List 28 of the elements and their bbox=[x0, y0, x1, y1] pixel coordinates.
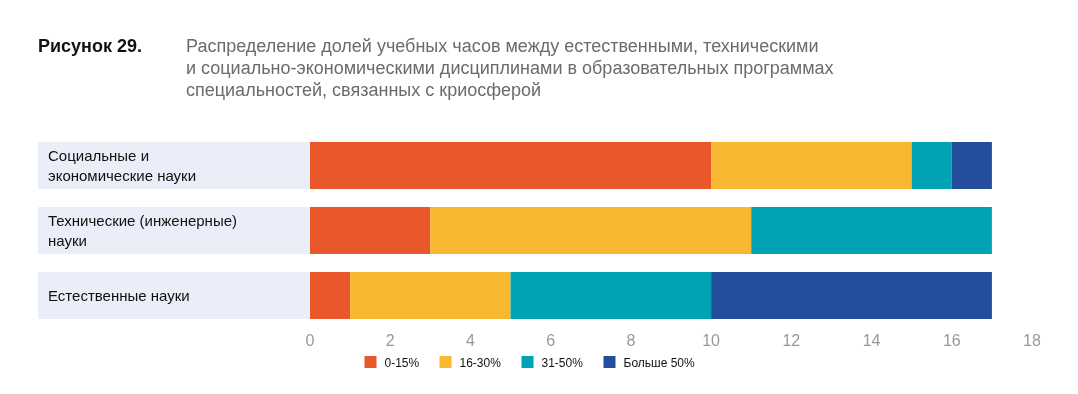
x-tick-label: 0 bbox=[305, 332, 315, 349]
x-tick-label: 2 bbox=[385, 332, 395, 349]
x-tick-label: 18 bbox=[1023, 332, 1041, 349]
bar bbox=[310, 272, 351, 319]
legend-label: 16-30% bbox=[459, 356, 502, 370]
legend-label: 0-15% bbox=[384, 356, 420, 370]
bar bbox=[350, 272, 511, 319]
bar bbox=[430, 207, 752, 254]
x-tick-label: 12 bbox=[782, 332, 801, 349]
legend-label: Больше 50% bbox=[623, 356, 696, 370]
y-tick-label: Социальные и экономические науки bbox=[48, 146, 197, 184]
bar bbox=[711, 272, 992, 319]
bar bbox=[911, 142, 952, 189]
text: Рисунок 29. bbox=[38, 36, 142, 56]
bar bbox=[751, 207, 992, 254]
chart-subtitle: Распределение долей учебных часов между естественными, техническими и социально-экономическими дисциплинами в образовательных программах специальностей, связанных с криосферой bbox=[186, 36, 834, 100]
y-tick-label: Естественные науки bbox=[48, 286, 190, 304]
x-tick-label: 4 bbox=[465, 332, 475, 349]
bar bbox=[510, 272, 712, 319]
y-tick-label: Технические (инженерные) науки bbox=[48, 211, 238, 249]
bar bbox=[711, 142, 912, 189]
x-tick-label: 10 bbox=[702, 332, 721, 349]
bar bbox=[951, 142, 992, 189]
x-tick-label: 14 bbox=[862, 332, 881, 349]
x-tick-label: 6 bbox=[546, 332, 556, 349]
x-tick-label: 8 bbox=[626, 332, 636, 349]
legend-label: 31-50% bbox=[541, 356, 584, 370]
x-tick-label: 16 bbox=[942, 332, 961, 349]
